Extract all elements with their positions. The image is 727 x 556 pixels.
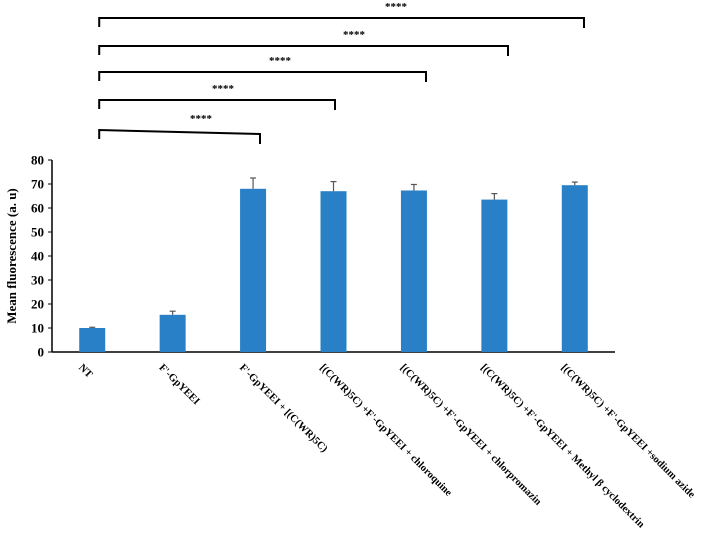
significance-bracket [98, 71, 427, 82]
significance-label: **** [190, 113, 213, 125]
significance-label: **** [385, 1, 408, 13]
significance-bracket [98, 128, 261, 144]
y-tick-label: 80 [31, 153, 44, 168]
bar [561, 185, 588, 352]
y-tick-label: 50 [31, 225, 44, 240]
x-category-label: F'-GpYEEI [157, 362, 202, 407]
x-category-label: [(C(WR)5C) +F'-GpYEEI + chlorpromazin [398, 362, 544, 508]
significance-bracket [98, 45, 509, 56]
bar [320, 191, 347, 352]
significance-bracket [98, 99, 336, 110]
significance-label: **** [269, 55, 292, 67]
x-category-label: [(C(WR)5C) +F'-GpYEEI + Methyl β cyclode… [478, 362, 646, 530]
bar [400, 190, 427, 352]
x-category-label: [(C(WR)5C) +F'-GpYEEI + chloroquine [317, 362, 454, 499]
y-axis-title: Mean fluorescence (a. u) [4, 188, 19, 324]
x-category-label: F'-GpYEEI + [(C(WR)5C) [237, 362, 330, 455]
significance-bracket [98, 17, 585, 28]
significance-label: **** [343, 29, 366, 41]
y-tick-label: 40 [31, 249, 44, 264]
significance-label: **** [212, 83, 235, 95]
bar [79, 328, 106, 352]
x-category-label: NT [76, 362, 94, 380]
y-tick-label: 30 [31, 273, 44, 288]
bar [481, 199, 508, 352]
y-tick-label: 10 [31, 321, 44, 336]
y-tick-label: 0 [38, 345, 45, 360]
y-tick-label: 70 [31, 177, 44, 192]
bar [159, 314, 186, 352]
x-category-label: [(C(WR)5C) +F'-GpYEEI +sodium azide [559, 362, 697, 500]
y-tick-label: 20 [31, 297, 44, 312]
y-tick-label: 60 [31, 201, 44, 216]
bar [240, 188, 267, 352]
